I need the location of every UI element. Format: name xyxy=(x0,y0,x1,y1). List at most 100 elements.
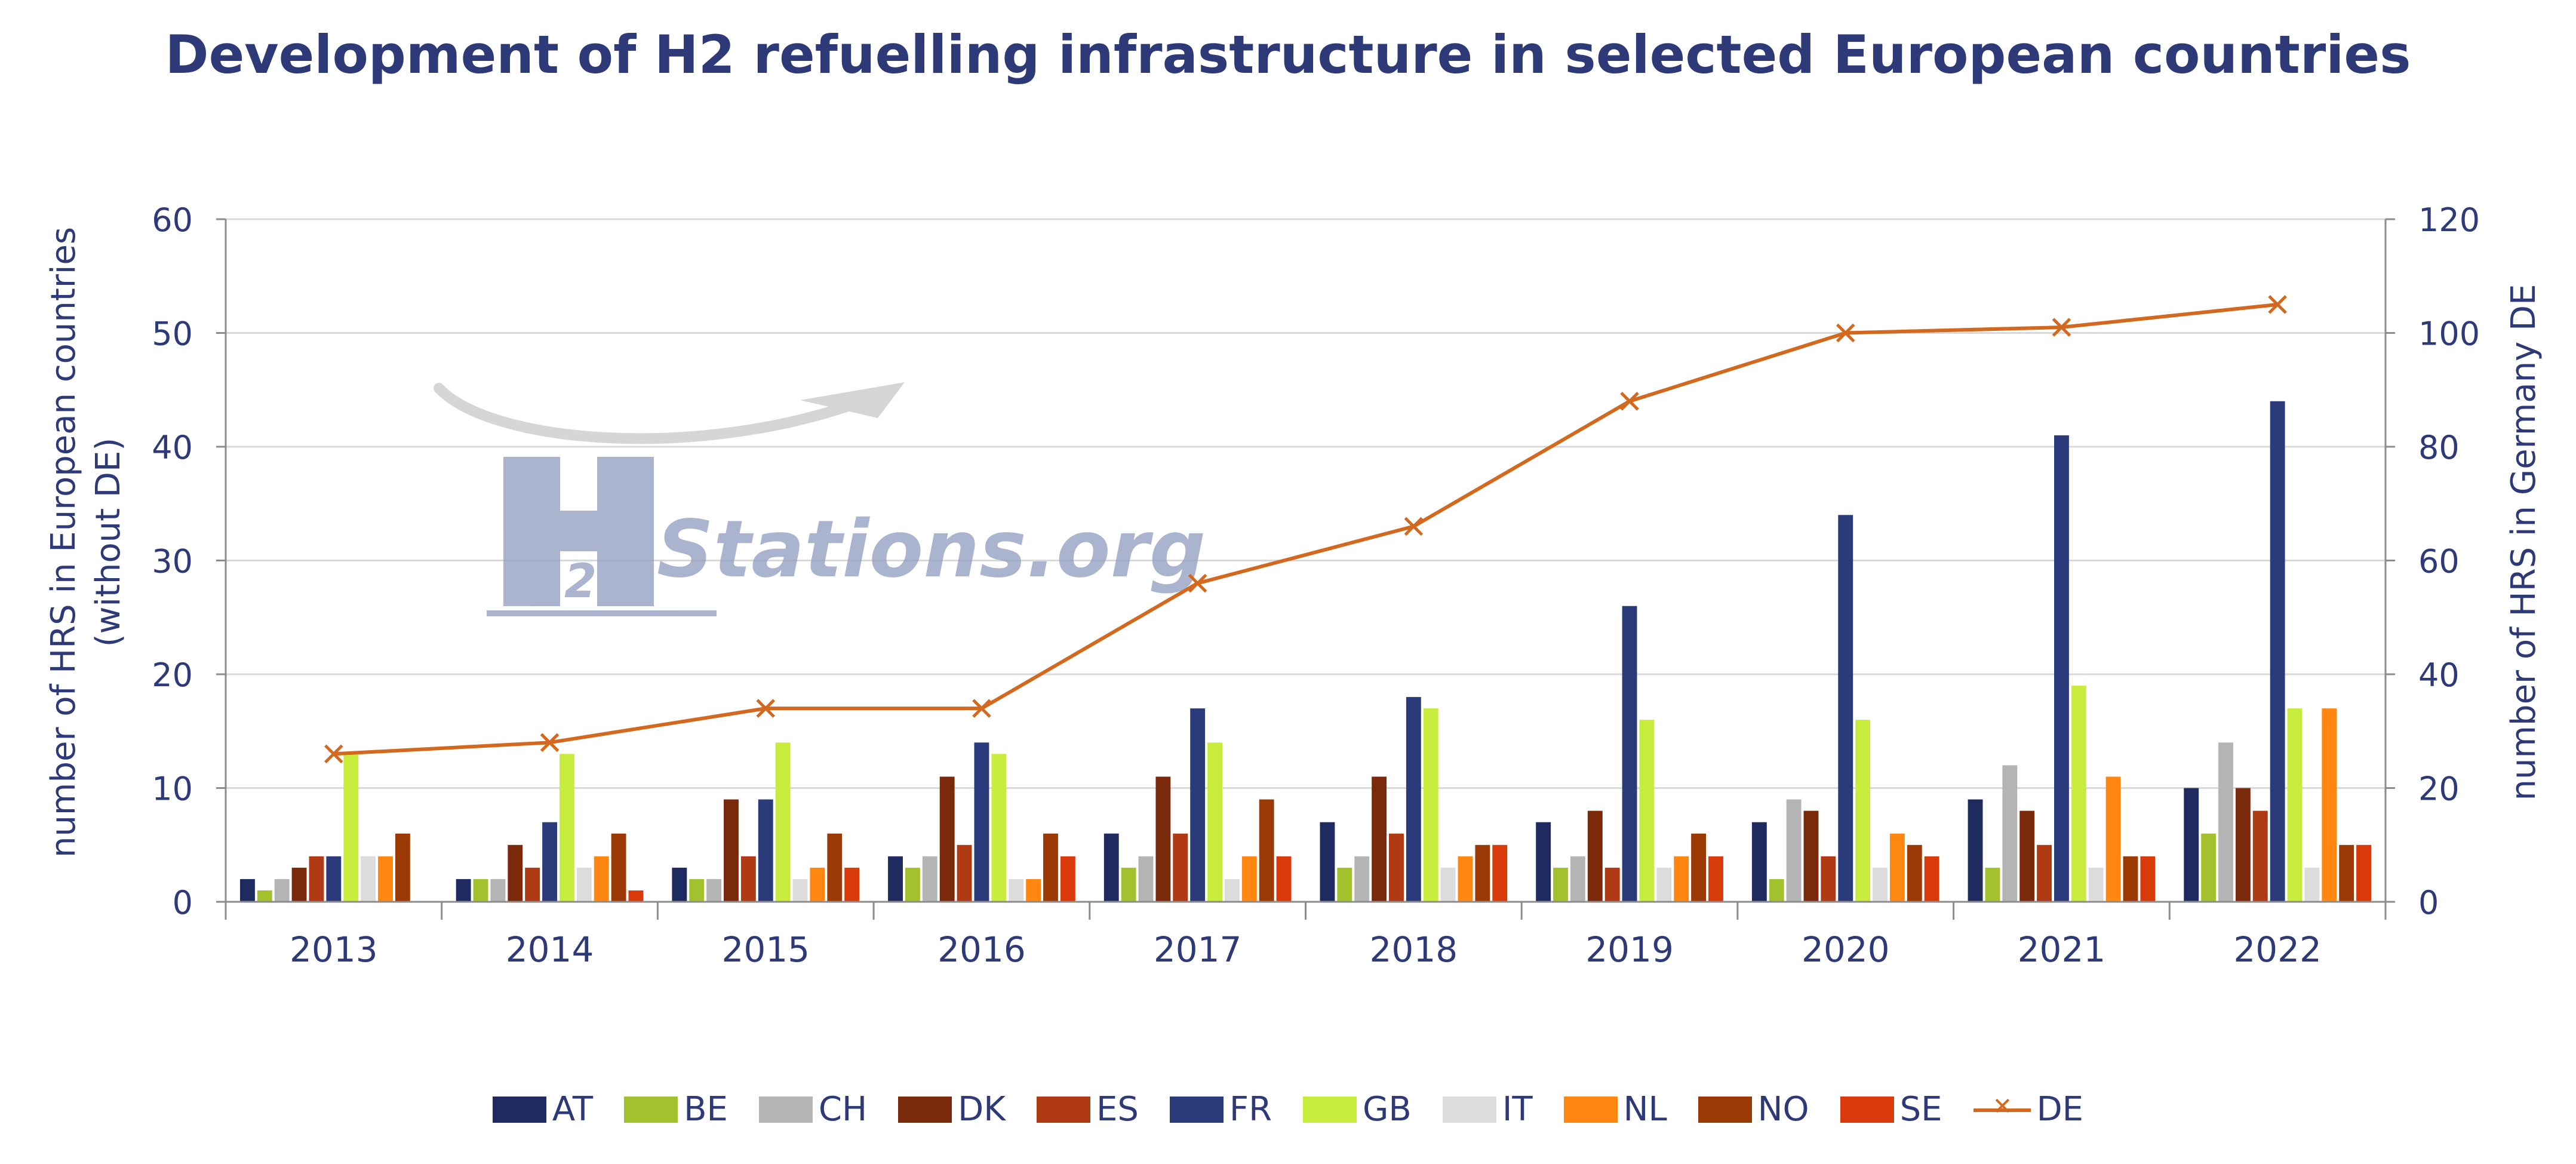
legend-swatch xyxy=(1563,1096,1618,1123)
bar-ch-2014 xyxy=(490,879,506,902)
legend-item-se: SE xyxy=(1840,1090,1942,1129)
marker-stroke xyxy=(1620,392,1639,411)
bar-gb-2016 xyxy=(991,754,1007,902)
bar-gb-2014 xyxy=(559,754,574,902)
bar-gb-2018 xyxy=(1423,708,1438,902)
bar-fr-2022 xyxy=(2270,401,2285,902)
bar-it-2021 xyxy=(2088,867,2104,902)
left-tick-label: 10 xyxy=(152,770,193,808)
bar-fr-2018 xyxy=(1406,697,1421,902)
bar-se-2014 xyxy=(628,890,644,902)
point-de-2013 xyxy=(324,744,343,764)
bar-es-2013 xyxy=(309,856,324,902)
bar-dk-2015 xyxy=(724,799,739,902)
x-tick-label: 2019 xyxy=(1585,929,1674,970)
h2stations-watermark-logo: 2 Stations.org xyxy=(434,382,1206,616)
marker-stroke xyxy=(540,733,560,753)
legend-swatch xyxy=(898,1096,952,1123)
legend-item-de: DE xyxy=(1973,1090,2083,1129)
bar-it-2016 xyxy=(1009,879,1024,902)
legend-swatch xyxy=(1973,1093,2031,1123)
bar-se-2020 xyxy=(1924,856,1939,902)
bar-at-2021 xyxy=(1968,799,1983,902)
watermark-h-right-bar xyxy=(597,457,654,606)
bar-at-2018 xyxy=(1320,822,1335,902)
bar-ch-2019 xyxy=(1570,856,1585,902)
bar-be-2014 xyxy=(473,879,488,902)
point-de-2015 xyxy=(756,699,776,718)
bar-fr-2019 xyxy=(1622,606,1637,902)
bar-dk-2020 xyxy=(1803,810,1819,902)
legend-label: BE xyxy=(684,1090,728,1129)
bar-es-2016 xyxy=(957,844,972,902)
watermark-swoosh-icon xyxy=(434,383,853,444)
bar-be-2013 xyxy=(257,890,272,902)
legend-swatch xyxy=(1169,1096,1224,1123)
bar-nl-2021 xyxy=(2105,776,2121,902)
bar-fr-2021 xyxy=(2054,435,2069,902)
bar-gb-2022 xyxy=(2287,708,2303,902)
watermark-subscript: 2 xyxy=(564,555,597,609)
bar-fr-2016 xyxy=(974,742,989,902)
bar-it-2014 xyxy=(576,867,592,902)
bar-it-2017 xyxy=(1224,879,1240,902)
legend-swatch xyxy=(1442,1096,1496,1123)
legend-swatch xyxy=(1840,1096,1894,1123)
bar-be-2022 xyxy=(2201,833,2217,902)
bar-no-2022 xyxy=(2339,844,2354,902)
bar-se-2018 xyxy=(1492,844,1508,902)
bar-at-2019 xyxy=(1536,822,1551,902)
bar-be-2018 xyxy=(1337,867,1352,902)
y-axis-left-label-line2: (without DE) xyxy=(89,438,128,647)
bar-dk-2017 xyxy=(1155,776,1171,902)
bar-nl-2019 xyxy=(1674,856,1689,902)
point-de-2020 xyxy=(1836,323,1855,343)
bar-gb-2015 xyxy=(775,742,791,902)
watermark-underline xyxy=(487,610,717,616)
marker-stroke xyxy=(972,699,991,718)
watermark-h-left-bar xyxy=(503,457,560,606)
bar-fr-2015 xyxy=(758,799,773,902)
watermark-h-crossbar xyxy=(560,511,597,551)
bar-it-2020 xyxy=(1873,867,1888,902)
bar-nl-2018 xyxy=(1458,856,1473,902)
bar-dk-2014 xyxy=(508,844,523,902)
line-de xyxy=(333,302,2278,756)
bar-es-2014 xyxy=(525,867,540,902)
legend: AT BE CH DK ES FR GB IT NL NO SE DE xyxy=(0,1090,2576,1129)
bar-no-2017 xyxy=(1259,799,1274,902)
legend-label: IT xyxy=(1502,1090,1533,1129)
bar-at-2022 xyxy=(2184,788,2199,902)
legend-label: NL xyxy=(1623,1090,1667,1129)
point-de-2016 xyxy=(972,699,991,718)
bar-ch-2020 xyxy=(1786,799,1802,902)
bar-nl-2013 xyxy=(378,856,393,902)
bar-ch-2013 xyxy=(274,879,290,902)
y-axis-left-label-line1: number of HRS in European countries xyxy=(44,227,83,858)
bar-dk-2022 xyxy=(2235,788,2251,902)
left-tick-label: 50 xyxy=(152,315,193,353)
legend-item-it: IT xyxy=(1442,1090,1533,1129)
legend-item-ch: CH xyxy=(758,1090,867,1129)
bar-se-2022 xyxy=(2356,844,2371,902)
bar-gb-2021 xyxy=(2071,686,2086,902)
legend-swatch xyxy=(1303,1096,1357,1123)
bar-be-2019 xyxy=(1553,867,1568,902)
bar-be-2015 xyxy=(689,879,705,902)
bar-dk-2021 xyxy=(2019,810,2035,902)
bar-ch-2016 xyxy=(922,856,937,902)
legend-label: SE xyxy=(1899,1090,1942,1129)
bar-ch-2015 xyxy=(706,879,722,902)
legend-swatch xyxy=(492,1096,546,1123)
bar-at-2017 xyxy=(1103,833,1119,902)
bar-ch-2017 xyxy=(1138,856,1154,902)
bar-ch-2021 xyxy=(2002,765,2018,902)
legend-item-at: AT xyxy=(492,1090,594,1129)
bar-es-2020 xyxy=(1821,856,1836,902)
bar-nl-2017 xyxy=(1241,856,1257,902)
legend-swatch xyxy=(1698,1096,1752,1123)
legend-item-fr: FR xyxy=(1169,1090,1272,1129)
bar-es-2022 xyxy=(2252,810,2268,902)
legend-label: AT xyxy=(552,1090,594,1129)
